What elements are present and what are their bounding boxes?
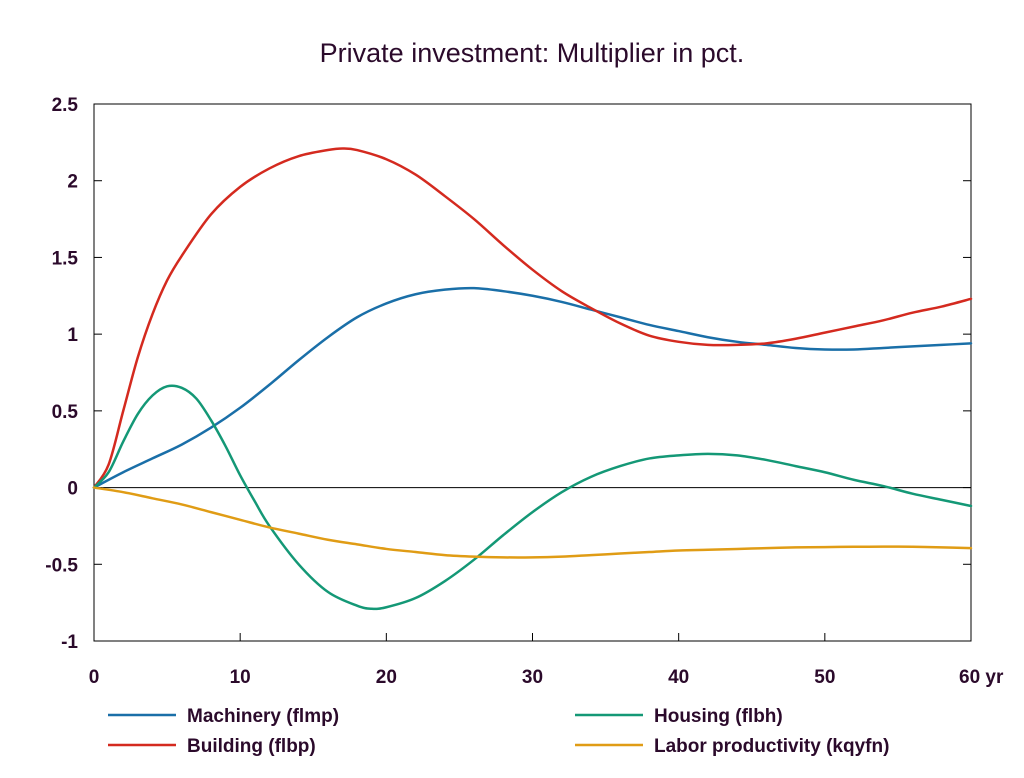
legend-label: Building (flbp) [187, 736, 316, 757]
y-axis: 2.5 2 1.5 1 0.5 0 -0.5 -1 [45, 95, 971, 653]
legend-label: Labor productivity (kqyfn) [654, 736, 889, 757]
x-axis: 0 10 20 30 40 50 60 yr [89, 633, 1004, 688]
series-line-labor-productivity-kqyfn [92, 486, 973, 559]
y-tick-label: 0 [67, 479, 78, 500]
x-tick-label: 30 [522, 667, 543, 688]
y-tick-label: 1.5 [52, 248, 79, 269]
series-line-building-flbp [92, 147, 973, 489]
x-tick-label: 40 [668, 667, 689, 688]
series-line-housing-flbh [92, 384, 973, 611]
x-tick-label: 10 [230, 667, 251, 688]
legend-label: Housing (flbh) [654, 706, 783, 727]
y-tick-label: 1 [67, 325, 78, 346]
y-tick-label: 2.5 [52, 95, 79, 116]
y-tick-label: 2 [67, 172, 78, 193]
y-tick-label: -0.5 [45, 555, 78, 576]
x-tick-label: 20 [376, 667, 397, 688]
plot-frame [93, 103, 972, 642]
x-tick-label: 0 [89, 667, 100, 688]
series-layer [92, 147, 973, 611]
x-tick-label: 50 [814, 667, 835, 688]
legend-label: Machinery (flmp) [187, 706, 339, 727]
y-tick-label: 0.5 [52, 402, 79, 423]
series-line-machinery-flmp [92, 286, 973, 489]
y-tick-label: -1 [61, 632, 78, 653]
legend: Machinery (flmp) Building (flbp) Housing (… [108, 706, 889, 757]
x-tick-label: 60 yr [959, 667, 1004, 688]
chart-title: Private investment: Multiplier in pct. [320, 38, 745, 68]
